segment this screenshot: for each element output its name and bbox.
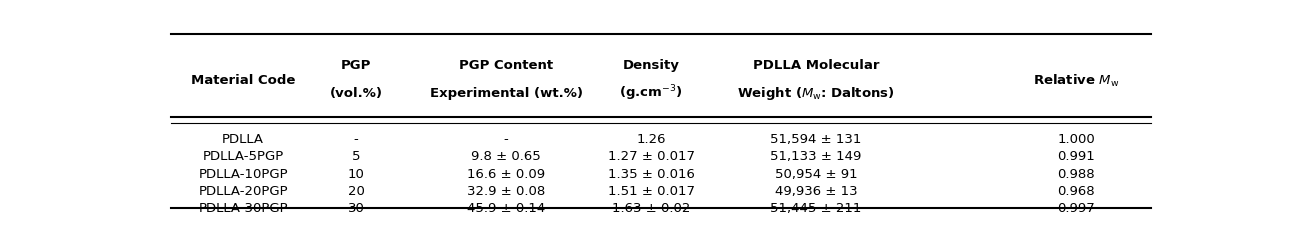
Text: 1.63 ± 0.02: 1.63 ± 0.02	[611, 202, 690, 215]
Text: 51,594 ± 131: 51,594 ± 131	[770, 133, 862, 146]
Text: 16.6 ± 0.09: 16.6 ± 0.09	[467, 168, 546, 180]
Text: 50,954 ± 91: 50,954 ± 91	[775, 168, 858, 180]
Text: PDLLA Molecular: PDLLA Molecular	[753, 59, 880, 72]
Text: 1.26: 1.26	[636, 133, 666, 146]
Text: 1.27 ± 0.017: 1.27 ± 0.017	[608, 150, 694, 163]
Text: PDLLA-30PGP: PDLLA-30PGP	[199, 202, 288, 215]
Text: 45.9 ± 0.14: 45.9 ± 0.14	[467, 202, 546, 215]
Text: PGP Content: PGP Content	[459, 59, 553, 72]
Text: 1.000: 1.000	[1057, 133, 1095, 146]
Text: Weight ($M_\mathrm{w}$: Daltons): Weight ($M_\mathrm{w}$: Daltons)	[738, 85, 895, 102]
Text: 0.991: 0.991	[1057, 150, 1095, 163]
Text: 30: 30	[348, 202, 365, 215]
Text: Density: Density	[623, 59, 680, 72]
Text: 10: 10	[348, 168, 365, 180]
Text: PDLLA: PDLLA	[222, 133, 264, 146]
Text: Relative $M_\mathrm{w}$: Relative $M_\mathrm{w}$	[1033, 72, 1120, 89]
Text: PDLLA-5PGP: PDLLA-5PGP	[203, 150, 284, 163]
Text: 32.9 ± 0.08: 32.9 ± 0.08	[467, 185, 546, 198]
Text: PGP: PGP	[341, 59, 372, 72]
Text: (g.cm$^{-3}$): (g.cm$^{-3}$)	[619, 84, 682, 103]
Text: 51,445 ± 211: 51,445 ± 211	[770, 202, 862, 215]
Text: -: -	[353, 133, 359, 146]
Text: Material Code: Material Code	[191, 74, 295, 87]
Text: 49,936 ± 13: 49,936 ± 13	[775, 185, 858, 198]
Text: 20: 20	[348, 185, 365, 198]
Text: 9.8 ± 0.65: 9.8 ± 0.65	[471, 150, 541, 163]
Text: 0.997: 0.997	[1057, 202, 1095, 215]
Text: 1.35 ± 0.016: 1.35 ± 0.016	[608, 168, 694, 180]
Text: (vol.%): (vol.%)	[330, 87, 383, 100]
Text: 51,133 ± 149: 51,133 ± 149	[770, 150, 862, 163]
Text: Experimental (wt.%): Experimental (wt.%)	[430, 87, 583, 100]
Text: 1.51 ± 0.017: 1.51 ± 0.017	[608, 185, 694, 198]
Text: PDLLA-10PGP: PDLLA-10PGP	[199, 168, 288, 180]
Text: 5: 5	[352, 150, 360, 163]
Text: -: -	[504, 133, 508, 146]
Text: PDLLA-20PGP: PDLLA-20PGP	[199, 185, 288, 198]
Text: 0.968: 0.968	[1058, 185, 1095, 198]
Text: 0.988: 0.988	[1058, 168, 1095, 180]
